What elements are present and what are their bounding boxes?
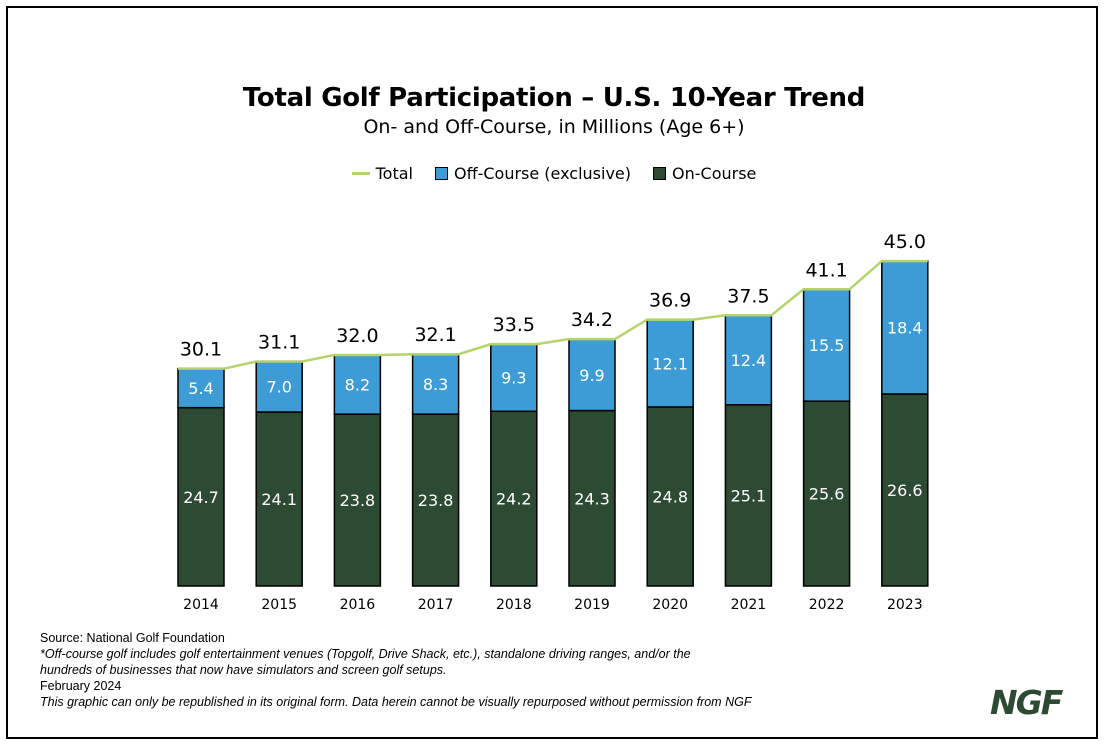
x-tick-2021: 2021 — [731, 597, 767, 613]
label-off-course-2023: 18.4 — [887, 319, 923, 338]
label-total-2016: 32.0 — [336, 325, 378, 347]
label-off-course-2017: 8.3 — [423, 375, 448, 394]
label-total-2019: 34.2 — [571, 309, 613, 331]
bar-on-course-2019 — [568, 409, 616, 587]
footer-note-line-2: hundreds of businesses that now have sim… — [40, 663, 447, 677]
label-off-course-2015: 7.0 — [266, 378, 291, 397]
bar-off-course-2017 — [411, 353, 460, 415]
label-on-course-2017: 23.8 — [418, 491, 454, 510]
x-tick-2022: 2022 — [809, 597, 845, 613]
x-tick-2017: 2017 — [418, 597, 454, 613]
x-tick-2014: 2014 — [183, 597, 219, 613]
label-on-course-2020: 24.8 — [652, 487, 688, 506]
x-tick-2015: 2015 — [261, 597, 297, 613]
bar-on-course-2016 — [333, 413, 382, 587]
ngf-logo: NGF — [990, 683, 1063, 722]
label-off-course-2020: 12.1 — [652, 354, 688, 373]
label-total-2015: 31.1 — [258, 331, 300, 353]
legend-label-total: Total — [375, 164, 413, 183]
label-off-course-2022: 15.5 — [809, 336, 845, 355]
label-total-2020: 36.9 — [649, 290, 691, 312]
chart-frame — [6, 6, 1098, 739]
label-total-2018: 33.5 — [493, 314, 535, 336]
bar-off-course-2022 — [802, 288, 851, 402]
label-total-2014: 30.1 — [180, 339, 222, 361]
bar-off-course-2018 — [490, 343, 538, 413]
label-off-course-2016: 8.2 — [345, 376, 370, 395]
label-on-course-2014: 24.7 — [183, 488, 219, 507]
label-on-course-2021: 25.1 — [731, 486, 767, 505]
bar-off-course-2014 — [177, 367, 225, 409]
label-on-course-2023: 26.6 — [887, 481, 923, 500]
bar-off-course-2021 — [724, 314, 773, 406]
chart-subtitle: On- and Off-Course, in Millions (Age 6+) — [363, 116, 745, 138]
x-tick-2020: 2020 — [652, 597, 688, 613]
legend-swatch-off-course — [434, 167, 448, 180]
chart-footer: Source: National Golf Foundation *Off-co… — [40, 630, 860, 710]
bar-on-course-2020 — [646, 406, 694, 587]
bar-on-course-2017 — [411, 413, 460, 587]
legend-item-off-course: Off-Course (exclusive) — [434, 164, 632, 183]
legend-item-on-course: On-Course — [653, 164, 756, 183]
label-off-course-2018: 9.3 — [501, 369, 526, 388]
label-on-course-2019: 24.3 — [574, 489, 610, 508]
footer-note-line-1: *Off-course golf includes golf entertain… — [40, 647, 691, 661]
bar-on-course-2014 — [177, 406, 225, 587]
label-on-course-2022: 25.6 — [809, 485, 845, 504]
bar-on-course-2023 — [881, 393, 929, 587]
label-on-course-2016: 23.8 — [340, 491, 376, 510]
legend-swatch-total — [351, 172, 370, 175]
x-tick-2018: 2018 — [496, 597, 532, 613]
x-tick-2023: 2023 — [887, 597, 923, 613]
legend-label-on-course: On-Course — [672, 164, 757, 183]
label-total-2017: 32.1 — [414, 324, 456, 346]
label-off-course-2014: 5.4 — [188, 379, 213, 398]
footer-source: Source: National Golf Foundation — [40, 631, 225, 645]
bar-on-course-2021 — [724, 404, 773, 587]
label-total-2021: 37.5 — [727, 285, 769, 307]
label-off-course-2021: 12.4 — [731, 351, 767, 370]
label-off-course-2019: 9.9 — [579, 366, 604, 385]
footer-rights: This graphic can only be republished in … — [40, 695, 752, 709]
x-tick-2016: 2016 — [340, 597, 376, 613]
footer-date: February 2024 — [40, 679, 122, 693]
label-total-2023: 45.0 — [884, 231, 926, 253]
label-on-course-2015: 24.1 — [261, 490, 297, 509]
label-total-2022: 41.1 — [805, 259, 847, 281]
label-on-course-2018: 24.2 — [496, 490, 532, 509]
legend-swatch-on-course — [653, 167, 667, 180]
chart-title: Total Golf Participation – U.S. 10-Year … — [242, 83, 866, 113]
total-trend-line — [178, 259, 928, 370]
x-tick-2019: 2019 — [574, 597, 610, 613]
bar-off-course-2020 — [646, 318, 694, 408]
bar-on-course-2018 — [490, 410, 538, 587]
legend-label-off-course: Off-Course (exclusive) — [453, 164, 632, 183]
bar-off-course-2023 — [881, 260, 929, 395]
chart-legend: Total Off-Course (exclusive) On-Course — [0, 164, 1108, 183]
bar-on-course-2022 — [802, 400, 851, 587]
legend-item-total: Total — [351, 164, 413, 183]
